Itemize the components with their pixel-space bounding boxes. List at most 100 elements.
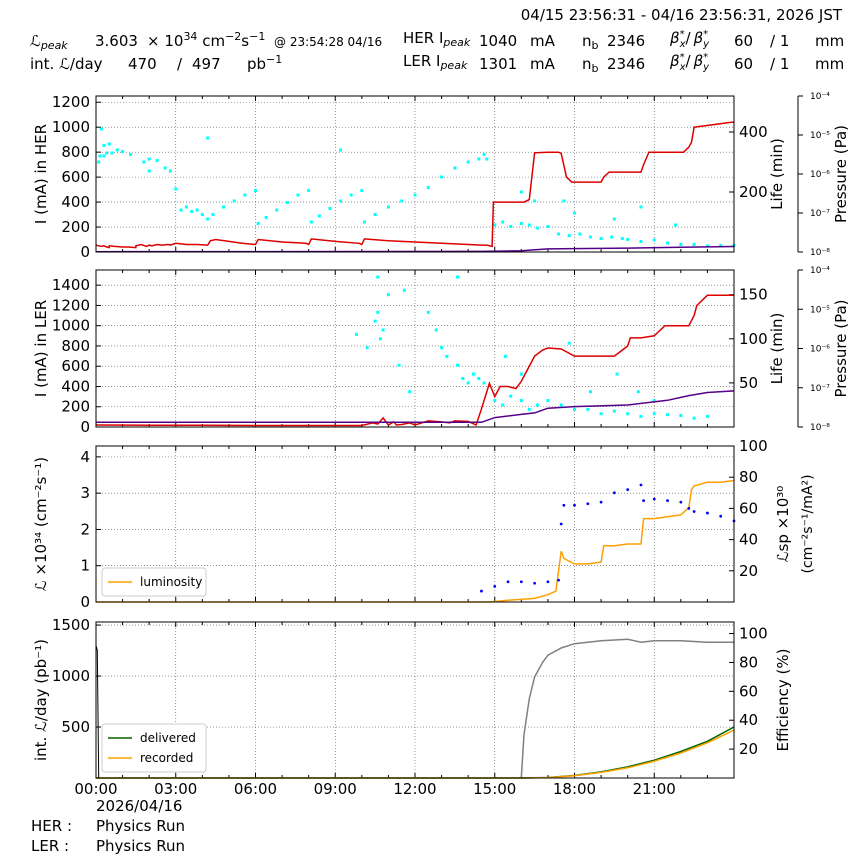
life-point <box>652 412 656 416</box>
y-right-tick-label: 100 <box>739 625 768 643</box>
specific-lumi-point <box>719 514 723 518</box>
life-point <box>179 208 183 212</box>
specific-lumi-point <box>519 580 523 584</box>
life-point <box>440 346 444 350</box>
life-point <box>400 199 404 203</box>
ler-beta-value2: / 1 <box>770 55 789 73</box>
y-tick-label: 1400 <box>52 276 90 294</box>
life-point <box>413 193 417 197</box>
pressure-tick-label: 10⁻⁵ <box>810 305 830 315</box>
life-point <box>567 341 571 345</box>
life-point <box>206 217 210 221</box>
life-point <box>168 169 172 173</box>
y-right-tick-label: 60 <box>739 499 758 517</box>
life-point <box>666 241 670 245</box>
life-point <box>466 160 470 164</box>
footer-ler-label: LER : <box>31 837 69 855</box>
specific-lumi-point <box>586 502 590 506</box>
life-point <box>639 205 643 209</box>
legend-label: luminosity <box>140 575 202 589</box>
y-axis-label: int. ℒ/day (pb⁻¹) <box>32 639 50 761</box>
life-point <box>493 399 497 403</box>
ler-nb-value: 2346 <box>607 55 645 73</box>
footer-her-status: Physics Run <box>96 817 185 835</box>
life-point <box>373 213 377 216</box>
life-point <box>309 220 313 224</box>
life-point <box>493 223 497 227</box>
specific-lumi-point <box>612 491 616 495</box>
life-point <box>386 293 390 297</box>
life-point <box>639 414 643 418</box>
life-point <box>360 189 364 192</box>
y-right-tick-label: 80 <box>739 468 758 486</box>
life-point <box>639 240 643 243</box>
life-point <box>519 372 523 376</box>
life-point <box>477 376 481 380</box>
specific-lumi-point <box>506 580 510 584</box>
life-point <box>612 409 616 413</box>
y-right-axis-label: ℒsp ×10³⁰ <box>774 486 792 563</box>
pressure-axis-label: Pressure (Pa) <box>832 299 850 397</box>
plot-frame <box>95 445 735 603</box>
specific-lumi-point <box>687 507 691 510</box>
y-tick-label: 1000 <box>52 667 90 685</box>
life-point <box>692 243 696 246</box>
life-point <box>254 189 257 192</box>
life-point <box>376 275 380 279</box>
legend-box <box>101 567 207 597</box>
life-point <box>527 223 531 227</box>
life-point <box>477 157 481 161</box>
life-point <box>102 144 106 147</box>
current-line <box>95 121 734 249</box>
life-point <box>610 235 614 239</box>
int-lumi-value2: 497 <box>192 55 221 73</box>
lpeak-time: @ 23:54:28 04/16 <box>274 35 382 49</box>
life-point <box>373 319 377 323</box>
life-point <box>509 225 513 228</box>
pressure-tick-label: 10⁻⁶ <box>810 345 830 355</box>
y-tick-label: 1200 <box>52 296 90 314</box>
y-tick-label: 1 <box>80 557 90 575</box>
y-tick-label: 0 <box>80 418 90 436</box>
lpeak-unit: × 1034 cm−2s−1 <box>147 30 265 50</box>
specific-lumi-point <box>533 581 537 585</box>
life-point <box>535 226 539 230</box>
life-point <box>626 237 630 241</box>
life-point <box>652 238 656 242</box>
specific-lumi-point <box>546 580 550 584</box>
life-point <box>719 243 723 247</box>
life-point <box>559 403 563 407</box>
plot-frame <box>95 95 735 253</box>
life-point <box>121 150 125 153</box>
y-right-axis-label: Life (min) <box>768 138 786 210</box>
life-point <box>546 399 550 403</box>
her-beta-value1: 60 <box>734 32 753 50</box>
footer-ler-status: Physics Run <box>96 837 185 855</box>
life-point <box>567 234 571 237</box>
life-point <box>503 354 507 358</box>
luminosity-line <box>96 479 735 603</box>
life-point <box>501 403 505 407</box>
life-point <box>381 328 385 332</box>
plot-frame <box>95 269 735 428</box>
life-point <box>243 193 247 197</box>
life-point <box>317 214 321 218</box>
life-point <box>519 190 523 194</box>
y-tick-label: 200 <box>61 218 90 236</box>
life-point <box>232 199 236 203</box>
lpeak-label: ℒpeak <box>30 32 68 52</box>
life-point <box>397 363 401 367</box>
life-point <box>365 346 369 350</box>
life-point <box>155 159 159 162</box>
life-point <box>97 160 101 164</box>
current-line <box>95 294 734 427</box>
pressure-tick-label: 10⁻⁴ <box>810 266 830 276</box>
life-point <box>275 208 279 212</box>
her-nb-label: nb <box>582 32 599 52</box>
life-point <box>195 208 199 212</box>
life-point <box>408 390 412 394</box>
time-range: 04/15 23:56:31 - 04/16 23:56:31, 2026 JS… <box>521 6 843 24</box>
life-point <box>588 390 592 394</box>
life-point <box>679 243 683 246</box>
